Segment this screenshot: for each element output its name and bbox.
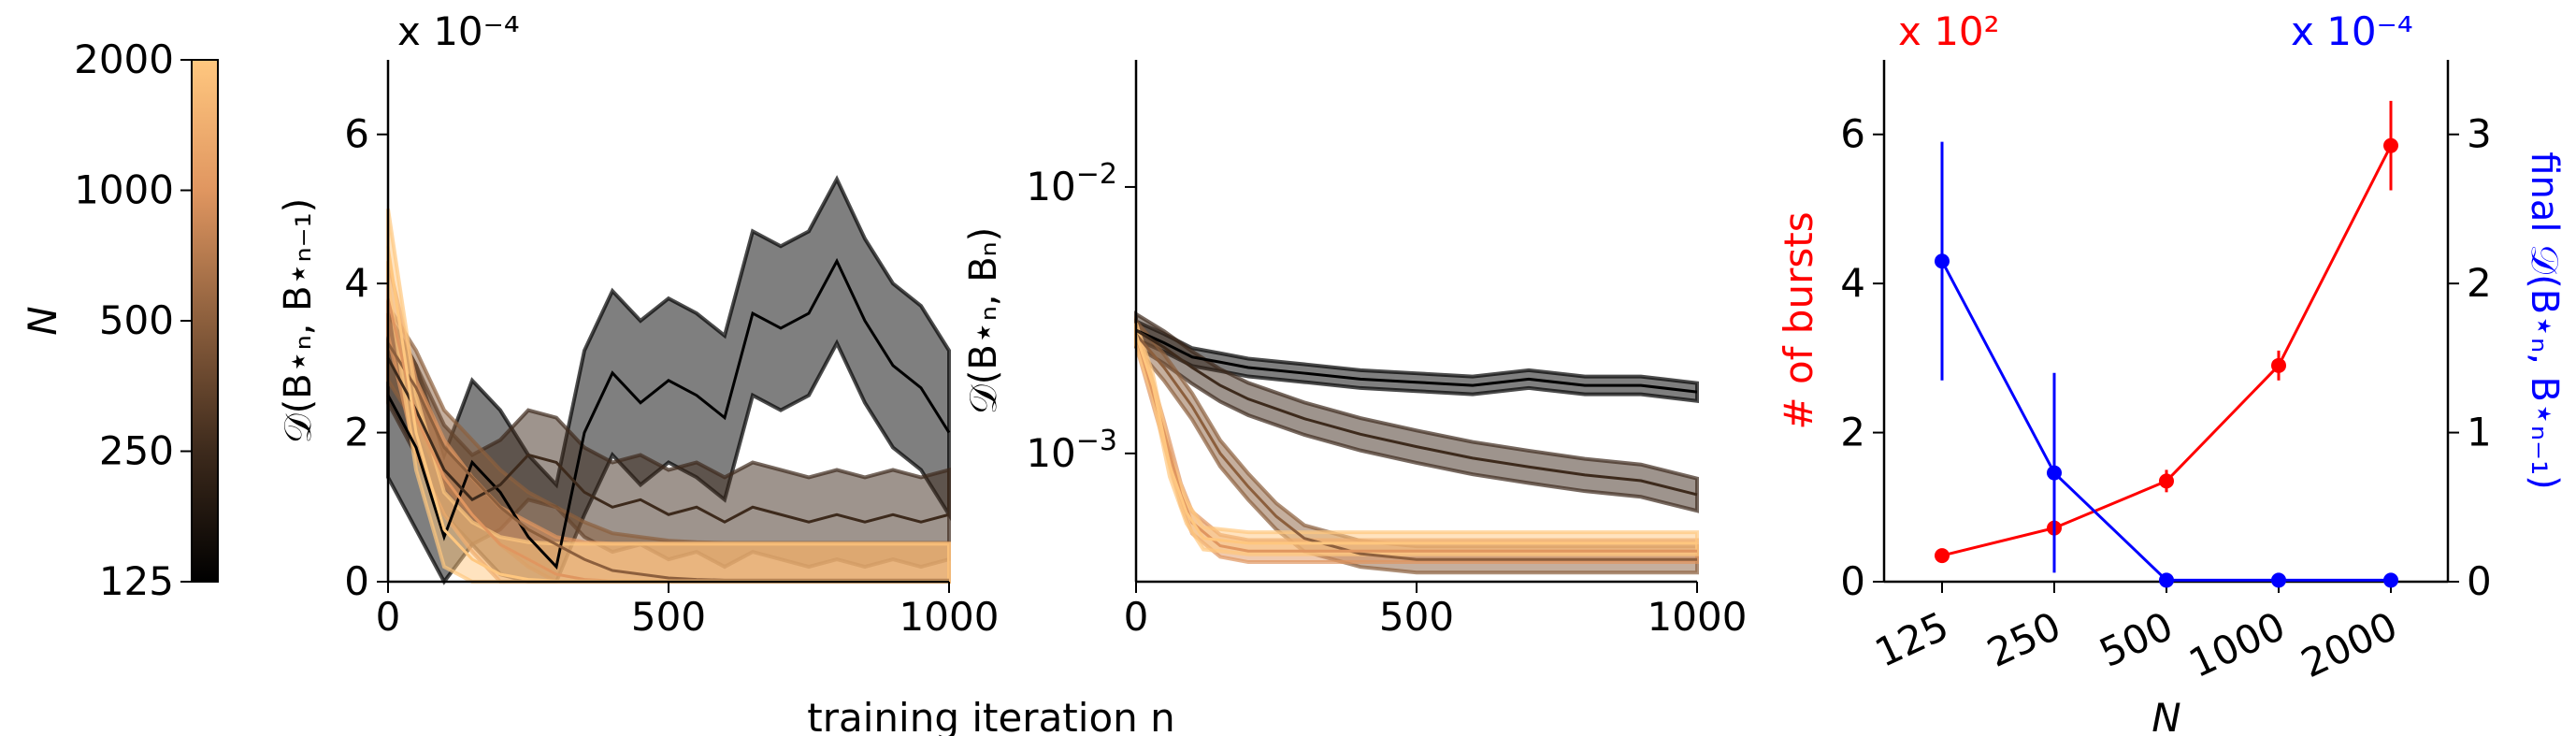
- panel-1-ytick-label: 0: [344, 558, 369, 604]
- panel-1: 0 500 1000 0 2 4 6 x 10⁻⁴ 𝒟(B⋆ₙ, B⋆ₙ₋₁): [277, 8, 999, 640]
- panel-2-ytick-label: 10−3: [1026, 425, 1117, 476]
- panel-3-point-final: [2159, 572, 2174, 588]
- panel-2-lines: [1134, 328, 1698, 561]
- panel-3-series: [1935, 100, 2398, 588]
- panel-1-xtick-label: 1000: [899, 594, 1000, 640]
- panel-3-point-bursts: [2271, 357, 2286, 373]
- panel-2-xtick-label: 500: [1379, 594, 1454, 640]
- panel-2-xtick-label: 1000: [1648, 594, 1748, 640]
- colorbar: 125 250 500 1000 2000 N: [20, 36, 219, 604]
- panel-3-point-bursts: [1935, 548, 1950, 564]
- panel-3-xtick-label: 2000: [2295, 603, 2405, 687]
- panel-1-ytick-label: 2: [344, 410, 369, 455]
- panel-2-line-N500: [1134, 333, 1697, 561]
- panel-2-bands: [1134, 310, 1699, 575]
- panel-1-ylabel: 𝒟(B⋆ₙ, B⋆ₙ₋₁): [277, 198, 320, 444]
- panel-1-line-N125: [386, 257, 951, 570]
- colorbar-gradient: [191, 59, 219, 583]
- panel-3-point-bursts: [2159, 473, 2174, 489]
- colorbar-tick-label: 500: [99, 297, 174, 343]
- shared-xlabel: training iteration n: [807, 695, 1174, 736]
- panel-3-xtick-label: 125: [1868, 603, 1955, 676]
- panel-2-axes: 0 500 1000 10−2 10−3: [1026, 60, 1747, 640]
- panel-3-point-final: [1935, 253, 1950, 269]
- panel-3-right-ytick-label: 3: [2467, 111, 2492, 157]
- panel-3-point-final: [2383, 572, 2398, 588]
- colorbar-tick-label: 1000: [74, 167, 174, 213]
- panel-3-left-multiplier: x 10²: [1898, 8, 2000, 54]
- panel-3-left-ytick-label: 4: [1840, 260, 1865, 306]
- panel-1-multiplier: x 10⁻⁴: [397, 8, 520, 54]
- panel-2-line-N250: [1135, 328, 1698, 497]
- panel-2: 0 500 1000 10−2 10−3 𝒟(B⋆ₙ, Bₙ): [962, 60, 1747, 640]
- panel-3-right-multiplier: x 10⁻⁴: [2291, 8, 2413, 54]
- panel-3-line-final: [1940, 260, 2391, 582]
- panel-1-line-N250: [386, 357, 950, 524]
- panel-2-ylabel: 𝒟(B⋆ₙ, Bₙ): [962, 227, 1005, 414]
- panel-3-right-ylabel: final 𝒟(B⋆ₙ, B⋆ₙ₋₁): [2523, 152, 2566, 489]
- panel-1-axes: 0 500 1000 0 2 4 6: [344, 60, 999, 640]
- panel-2-line-N2000: [1134, 333, 1697, 545]
- panel-2-ytick-label: 10−2: [1026, 158, 1117, 209]
- panel-3-axes: 125 250 500 1000 2000 0 2 4 6 0 1 2 3: [1840, 60, 2492, 687]
- panel-3-left-ylabel: # of bursts: [1776, 211, 1821, 429]
- panel-3-right-ytick-label: 1: [2467, 410, 2492, 455]
- panel-1-ytick-label: 4: [344, 260, 369, 306]
- panel-3: 125 250 500 1000 2000 0 2 4 6 0 1 2 3 x 10² x 10⁻⁴ #…: [1776, 8, 2566, 736]
- colorbar-tick-label: 250: [99, 428, 174, 474]
- panel-3-left-ytick-label: 0: [1840, 558, 1865, 604]
- panel-2-band-N2000: [1134, 323, 1699, 556]
- panel-1-xtick-label: 500: [631, 594, 706, 640]
- panel-3-xlabel: N: [2151, 695, 2180, 736]
- panel-3-point-final: [2271, 572, 2286, 588]
- colorbar-label: N: [20, 306, 65, 335]
- colorbar-tick-label: 2000: [74, 36, 174, 82]
- panel-3-left-ytick-label: 6: [1840, 111, 1865, 157]
- panel-3-xtick-label: 1000: [2182, 603, 2293, 687]
- panel-3-line-bursts: [1941, 144, 2393, 557]
- colorbar-tick-label: 125: [99, 558, 174, 604]
- panel-1-xtick-label: 0: [376, 594, 401, 640]
- panel-3-right-ytick-label: 0: [2467, 558, 2492, 604]
- panel-3-xtick-label: 500: [2093, 603, 2180, 676]
- panel-2-band-N250: [1134, 310, 1699, 513]
- panel-3-xtick-label: 250: [1980, 603, 2067, 676]
- panel-3-point-bursts: [2383, 137, 2398, 153]
- panel-3-point-final: [2047, 465, 2062, 481]
- panel-1-ytick-label: 6: [344, 111, 369, 157]
- panel-2-line-N125: [1135, 328, 1698, 394]
- panel-3-right-ytick-label: 2: [2467, 260, 2492, 306]
- panel-3-left-ytick-label: 2: [1840, 410, 1865, 455]
- panel-2-xtick-label: 0: [1124, 594, 1149, 640]
- panel-2-band-N500: [1134, 315, 1699, 575]
- colorbar-ticks: 125 250 500 1000 2000: [74, 36, 192, 604]
